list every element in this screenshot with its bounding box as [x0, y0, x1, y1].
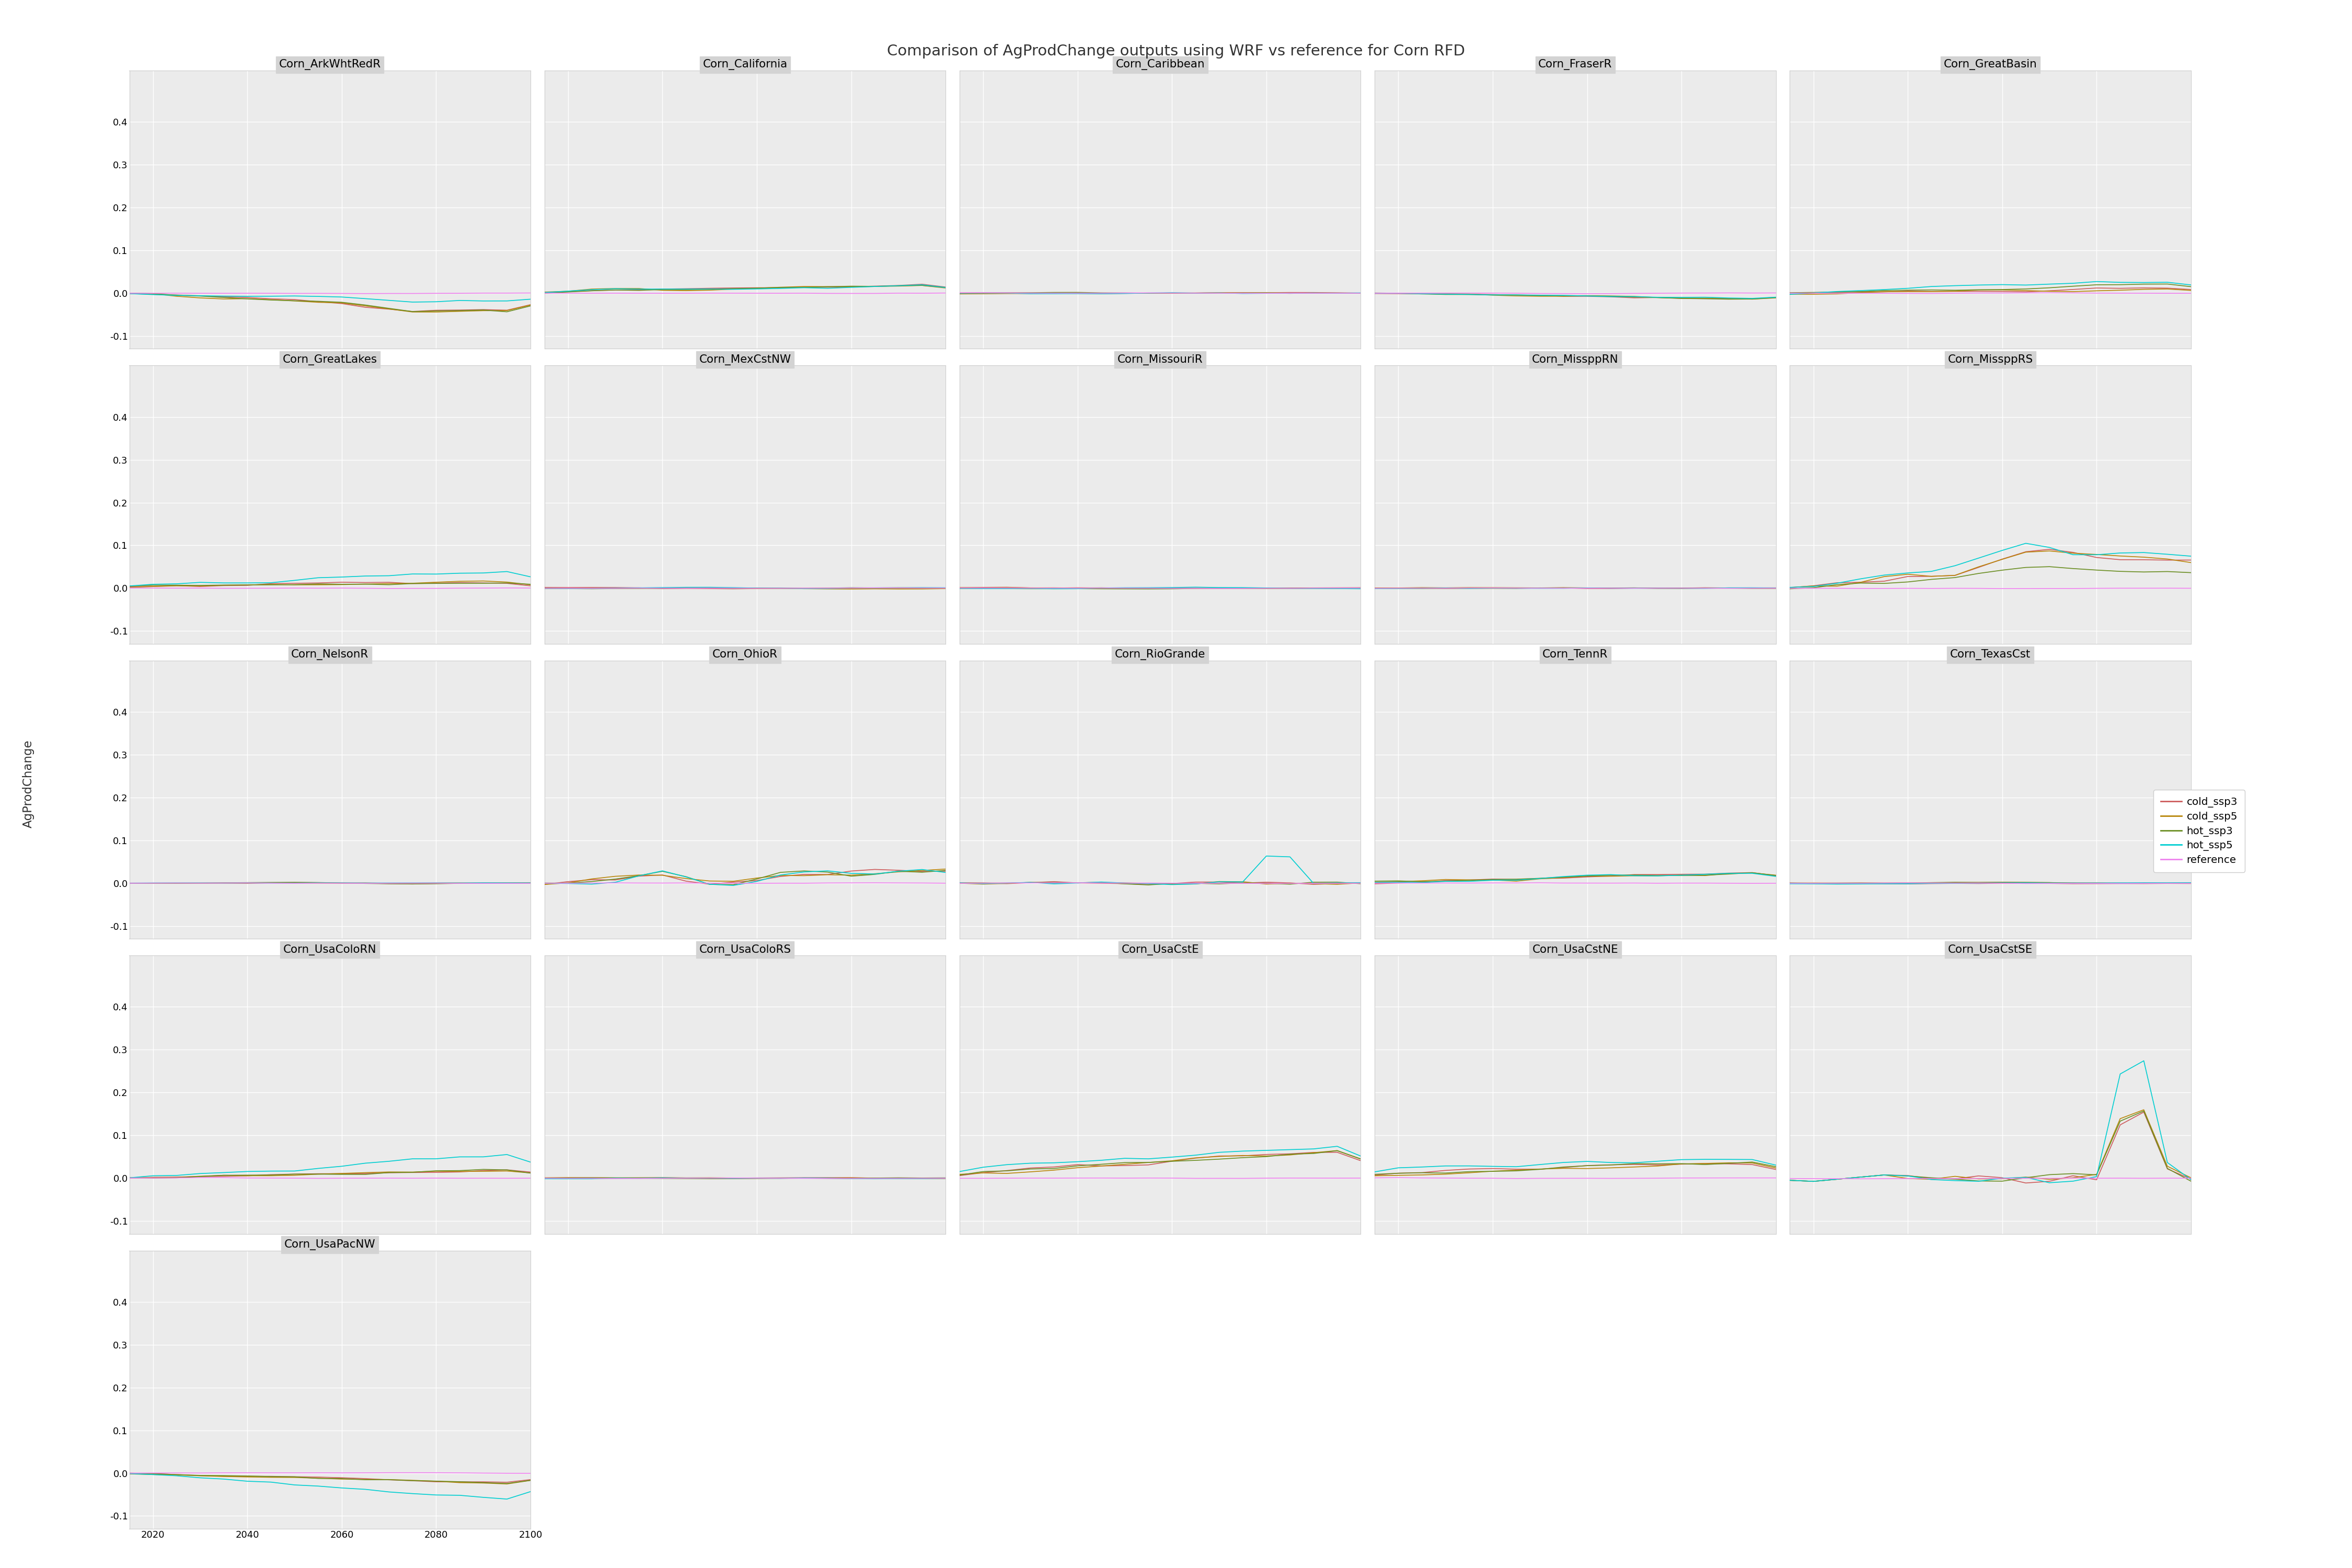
Title: Corn_UsaColoRN: Corn_UsaColoRN [282, 944, 376, 955]
Title: Corn_MexCstNW: Corn_MexCstNW [699, 354, 790, 365]
Title: Corn_FraserR: Corn_FraserR [1538, 60, 1611, 71]
Title: Corn_NelsonR: Corn_NelsonR [292, 649, 369, 660]
Title: Corn_UsaPacNW: Corn_UsaPacNW [285, 1239, 376, 1250]
Title: Corn_UsaCstE: Corn_UsaCstE [1122, 944, 1200, 955]
Title: Corn_TexasCst: Corn_TexasCst [1950, 649, 2030, 660]
Title: Corn_TennR: Corn_TennR [1543, 649, 1609, 660]
Title: Corn_ArkWhtRedR: Corn_ArkWhtRedR [280, 60, 381, 71]
Title: Corn_UsaCstNE: Corn_UsaCstNE [1531, 944, 1618, 955]
Title: Corn_UsaCstSE: Corn_UsaCstSE [1947, 944, 2032, 955]
Text: AgProdChange: AgProdChange [21, 740, 35, 828]
Title: Corn_California: Corn_California [703, 60, 788, 71]
Title: Corn_GreatLakes: Corn_GreatLakes [282, 354, 376, 365]
Title: Corn_UsaColoRS: Corn_UsaColoRS [699, 944, 790, 955]
Legend: cold_ssp3, cold_ssp5, hot_ssp3, hot_ssp5, reference: cold_ssp3, cold_ssp5, hot_ssp3, hot_ssp5… [2154, 790, 2244, 872]
Title: Corn_RioGrande: Corn_RioGrande [1115, 649, 1207, 660]
Title: Corn_MissppRN: Corn_MissppRN [1531, 354, 1618, 365]
Text: Comparison of AgProdChange outputs using WRF vs reference for Corn RFD: Comparison of AgProdChange outputs using… [887, 44, 1465, 58]
Title: Corn_MissouriR: Corn_MissouriR [1117, 354, 1202, 365]
Title: Corn_OhioR: Corn_OhioR [713, 649, 779, 660]
Title: Corn_Caribbean: Corn_Caribbean [1115, 60, 1204, 71]
Title: Corn_MissppRS: Corn_MissppRS [1947, 354, 2032, 365]
Title: Corn_GreatBasin: Corn_GreatBasin [1943, 60, 2037, 71]
